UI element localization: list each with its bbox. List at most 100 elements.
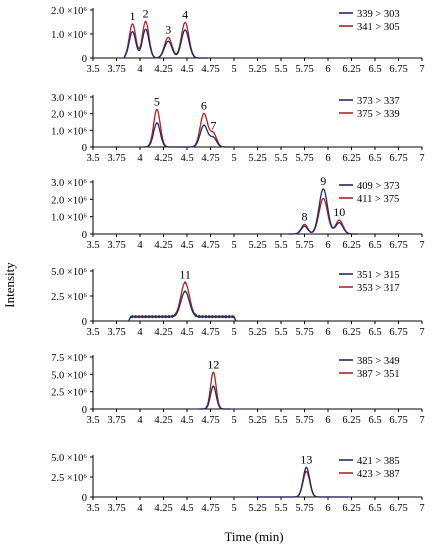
trace-339-303: [123, 28, 208, 59]
x-tick-label: 3.5: [86, 327, 99, 338]
x-tick-label: 4.75: [201, 327, 219, 338]
x-axis-title: Time (min): [224, 529, 283, 544]
y-tick-label: 1.0 ×10⁶: [51, 30, 87, 41]
trace-385-349: [199, 385, 232, 410]
peak-label: 7: [210, 119, 216, 133]
y-tick-label: 3.0 ×10⁶: [51, 178, 87, 189]
x-tick-label: 5.25: [248, 415, 266, 426]
x-tick-label: 4: [137, 415, 143, 426]
x-tick-label: 6.5: [368, 240, 381, 251]
panel-4: 3.5 3.75 4 4.25 4.5 4.75 5 5.25 5.5 5.75 6 6.25 6.5 6…: [51, 267, 424, 338]
x-tick-label: 5: [231, 327, 236, 338]
x-tick-label: 5: [231, 240, 236, 251]
x-tick-label: 6: [325, 240, 330, 251]
x-tick-label: 6.25: [342, 503, 360, 514]
x-tick-label: 6.5: [368, 503, 381, 514]
x-tick-label: 4.5: [180, 327, 193, 338]
y-tick-label: 1.0 ×10⁶: [51, 126, 87, 137]
x-tick-label: 3.5: [86, 153, 99, 164]
trace-411-375: [288, 197, 359, 235]
x-tick-label: 6.25: [342, 240, 360, 251]
x-tick-label: 4.25: [154, 327, 172, 338]
trace-353-317: [128, 280, 237, 322]
x-tick-label: 6.75: [389, 240, 407, 251]
x-tick-label: 6.75: [389, 64, 407, 75]
x-tick-label: 6: [325, 327, 330, 338]
legend-label: 375 > 339: [357, 109, 400, 120]
x-tick-label: 5: [231, 153, 236, 164]
y-axis-title: Intensity: [2, 262, 17, 308]
panel-6: 3.5 3.75 4 4.25 4.5 4.75 5 5.25 5.5 5.75 6 6.25 6.5 6…: [51, 452, 424, 514]
x-tick-label: 6: [325, 503, 330, 514]
x-tick-label: 4.5: [180, 153, 193, 164]
x-tick-label: 4.25: [154, 64, 172, 75]
panel-2: 3.5 3.75 4 4.25 4.5 4.75 5 5.25 5.5 5.75 6 6.25 6.5 6…: [51, 93, 424, 164]
legend-label: 423 > 387: [357, 469, 400, 480]
peak-label: 9: [320, 174, 326, 188]
x-tick-label: 4.25: [154, 415, 172, 426]
x-tick-label: 5.75: [295, 153, 313, 164]
peak-label: 10: [333, 205, 345, 219]
x-tick-label: 5.5: [274, 64, 287, 75]
legend-label: 409 > 373: [357, 181, 400, 192]
trace-409-373: [288, 188, 359, 235]
x-tick-label: 5.75: [295, 327, 313, 338]
x-tick-label: 5.25: [248, 153, 266, 164]
x-tick-label: 6.25: [342, 415, 360, 426]
y-tick-label: 0: [82, 493, 87, 504]
x-tick-label: 4.25: [154, 153, 172, 164]
panel-3: 3.5 3.75 4 4.25 4.5 4.75 5 5.25 5.5 5.75 6 6.25 6.5 6…: [51, 174, 424, 251]
legend-label: 421 > 385: [357, 456, 400, 467]
y-tick-label: 0: [82, 317, 87, 328]
peak-label: 1: [129, 9, 135, 23]
y-tick-label: 2.5 ×10⁶: [51, 388, 87, 399]
x-tick-label: 4.5: [180, 64, 193, 75]
x-tick-label: 7: [419, 415, 424, 426]
trace-351-315: [128, 290, 237, 322]
trace-373-337: [142, 122, 232, 148]
y-tick-label: 2.0 ×10⁶: [51, 6, 87, 17]
x-tick-label: 5.25: [248, 327, 266, 338]
y-tick-label: 2.5 ×10⁶: [51, 473, 87, 484]
x-tick-label: 4: [137, 240, 143, 251]
x-tick-label: 4: [137, 503, 143, 514]
legend-label: 411 > 375: [357, 194, 399, 205]
x-tick-label: 4.25: [154, 240, 172, 251]
y-tick-label: 5.0 ×10⁶: [51, 370, 87, 381]
x-tick-label: 5.25: [248, 240, 266, 251]
y-tick-label: 5.0 ×10⁶: [51, 453, 87, 464]
x-tick-label: 6.25: [342, 64, 360, 75]
x-tick-label: 4.75: [201, 415, 219, 426]
panel-1: 3.5 3.75 4 4.25 4.5 4.75 5 5.25 5.5 5.75 6 6.25 6.5 6…: [51, 6, 424, 75]
peak-label: 13: [300, 452, 312, 466]
y-tick-label: 0: [82, 230, 87, 241]
peak-label: 4: [182, 7, 188, 21]
x-tick-label: 5.5: [274, 327, 287, 338]
x-tick-label: 6.25: [342, 327, 360, 338]
x-tick-label: 5: [231, 415, 236, 426]
x-tick-label: 6.5: [368, 327, 381, 338]
peak-label: 12: [207, 357, 219, 371]
peak-label: 11: [179, 268, 191, 282]
peak-label: 3: [165, 22, 171, 36]
y-tick-label: 7.5 ×10⁶: [51, 353, 87, 364]
x-tick-label: 6: [325, 64, 330, 75]
x-tick-label: 6.75: [389, 503, 407, 514]
x-tick-label: 6: [325, 153, 330, 164]
x-tick-label: 4: [137, 153, 143, 164]
x-tick-label: 4: [137, 327, 143, 338]
x-tick-label: 7: [419, 503, 424, 514]
x-tick-label: 5.25: [248, 64, 266, 75]
trace-421-385: [255, 466, 349, 498]
x-tick-label: 5.25: [248, 503, 266, 514]
x-tick-label: 5.5: [274, 153, 287, 164]
peak-label: 2: [143, 7, 149, 21]
x-tick-label: 6.75: [389, 415, 407, 426]
trace-375-339: [142, 108, 232, 148]
x-tick-label: 3.5: [86, 415, 99, 426]
x-tick-label: 5.5: [274, 240, 287, 251]
y-tick-label: 0: [82, 143, 87, 154]
x-tick-label: 6.5: [368, 64, 381, 75]
x-tick-label: 4.5: [180, 240, 193, 251]
